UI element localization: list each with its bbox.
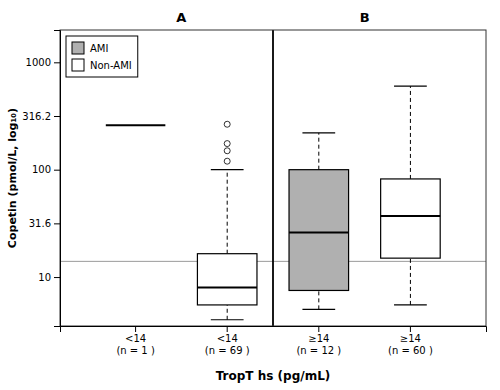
x-tick-label-line: ≥14 <box>400 333 421 344</box>
y-tick: 31.6 <box>29 218 60 229</box>
y-tick-label: 10 <box>38 272 51 283</box>
x-tick: ≥14(n = 12 ) <box>296 326 341 356</box>
y-tick-mark <box>54 116 60 117</box>
box <box>289 133 349 309</box>
x-tick-label: ≥14(n = 60 ) <box>388 333 433 356</box>
whisker-cap <box>302 309 335 310</box>
x-tick: ≥14(n = 60 ) <box>388 326 433 356</box>
x-tick-label: <14(n = 1 ) <box>116 333 155 356</box>
legend: AMI Non-AMI <box>66 36 138 77</box>
outlier <box>224 141 230 147</box>
whisker-cap <box>302 132 335 133</box>
x-tick-label: ≥14(n = 12 ) <box>296 333 341 356</box>
x-tick-label-line: (n = 12 ) <box>296 345 341 356</box>
x-tick-mark <box>410 326 411 332</box>
y-tick: 1000 <box>26 57 60 68</box>
whisker <box>410 86 411 179</box>
y-tick-mark <box>54 62 60 63</box>
whisker-cap <box>211 169 244 170</box>
chart: AB1031.6100316.21000<14(n = 1 )<14(n = 6… <box>0 0 500 390</box>
outlier <box>224 148 230 154</box>
panel-label: A <box>176 10 186 25</box>
plot-frame <box>60 30 486 326</box>
y-tick-label: 1000 <box>26 57 51 68</box>
y-axis: 10 31.6 100 316.2 1000 <box>22 31 60 327</box>
box <box>106 125 166 126</box>
x-tick-label-line: ≥14 <box>308 333 329 344</box>
x-axis-line <box>61 327 487 333</box>
x-tick-label-line: <14 <box>125 333 146 344</box>
y-axis-line <box>54 31 61 327</box>
whisker-cap <box>394 304 427 305</box>
y-tick-mark <box>54 223 60 224</box>
box <box>381 86 441 305</box>
x-tick-label-line: (n = 1 ) <box>116 345 155 356</box>
y-tick-label: 316.2 <box>22 111 51 122</box>
outlier <box>224 158 230 164</box>
whisker <box>227 305 228 320</box>
legend-item: AMI <box>72 42 108 54</box>
panel-divider <box>272 30 274 326</box>
median <box>197 286 257 288</box>
median <box>381 215 441 217</box>
box-body <box>381 179 441 258</box>
y-tick-label: 31.6 <box>29 218 51 229</box>
median <box>106 124 166 126</box>
legend-swatch <box>72 59 84 71</box>
box <box>197 121 257 320</box>
box-body <box>197 254 257 305</box>
plot: AB1031.6100316.21000<14(n = 1 )<14(n = 6… <box>22 10 486 356</box>
y-tick: 10 <box>38 272 60 283</box>
whisker <box>410 258 411 305</box>
x-tick: <14(n = 1 ) <box>116 326 155 356</box>
outlier <box>224 121 230 127</box>
box-body <box>289 170 349 291</box>
whisker <box>318 133 319 170</box>
whisker <box>227 170 228 254</box>
x-axis: <14(n = 1 )<14(n = 69 )≥14(n = 12 )≥14(n… <box>61 326 487 356</box>
x-tick-label-line: (n = 60 ) <box>388 345 433 356</box>
x-tick-mark <box>135 326 136 332</box>
legend-frame <box>66 36 138 77</box>
y-tick-label: 100 <box>32 164 51 175</box>
legend-item: Non-AMI <box>72 59 132 71</box>
x-tick: <14(n = 69 ) <box>205 326 250 356</box>
y-axis-title: Copetin (pmol/L, log₁₀) <box>6 108 19 248</box>
whisker <box>318 290 319 309</box>
y-tick-mark <box>54 277 60 278</box>
median <box>289 231 349 233</box>
x-tick-mark <box>227 326 228 332</box>
x-tick-mark <box>318 326 319 332</box>
y-tick: 100 <box>32 164 60 175</box>
y-tick-mark <box>54 170 60 171</box>
legend-label: AMI <box>90 43 108 54</box>
whisker-cap <box>211 319 244 320</box>
x-tick-label: <14(n = 69 ) <box>205 333 250 356</box>
whisker-cap <box>394 86 427 87</box>
x-axis-title: TropT hs (pg/mL) <box>216 369 331 383</box>
x-tick-label-line: <14 <box>217 333 238 344</box>
legend-swatch <box>72 42 84 54</box>
panel-label: B <box>360 10 370 25</box>
legend-label: Non-AMI <box>90 60 132 71</box>
y-tick: 316.2 <box>22 111 60 122</box>
x-tick-label-line: (n = 69 ) <box>205 345 250 356</box>
